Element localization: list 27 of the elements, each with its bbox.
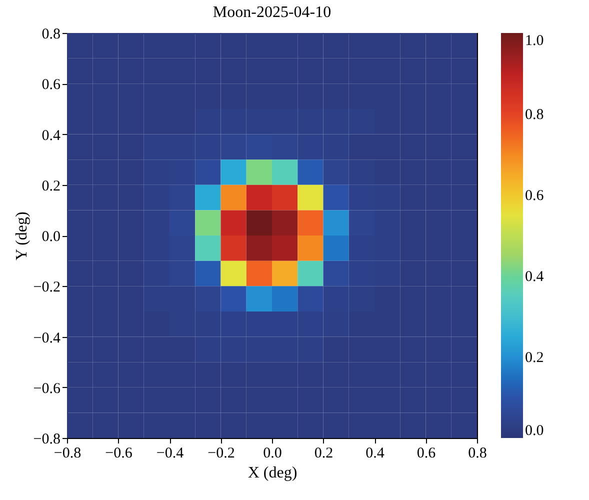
color-bar-label: 0.2 xyxy=(525,350,544,366)
chart-title: Moon-2025-04-10 xyxy=(212,4,332,21)
x-tick-label: 0.4 xyxy=(366,446,385,462)
x-tick-label: −0.4 xyxy=(156,446,184,462)
x-tick-label: 0.6 xyxy=(416,446,436,462)
y-tick-label: 0.8 xyxy=(42,26,60,42)
y-tick-label: 0.0 xyxy=(42,229,60,245)
y-tick-label: 0.6 xyxy=(42,77,61,94)
y-tick-label: −0.6 xyxy=(33,380,61,397)
y-tick-label: 0.4 xyxy=(42,128,61,144)
color-bar-label: 1.0 xyxy=(525,33,544,49)
color-bar-label: 0.0 xyxy=(525,423,544,439)
y-axis-title: Y (deg) xyxy=(13,212,30,260)
x-tick-label: −0.6 xyxy=(105,446,133,462)
y-tick-label: −0.4 xyxy=(33,330,61,346)
color-bar-label: 0.6 xyxy=(525,188,544,204)
y-tick-label: 0.2 xyxy=(42,178,60,194)
x-tick-label: 0.8 xyxy=(468,446,487,462)
x-tick-label: 0.2 xyxy=(314,446,334,462)
y-tick-label: −0.8 xyxy=(33,432,60,448)
color-bar-label: 0.8 xyxy=(525,107,544,123)
color-bar-label: 0.4 xyxy=(525,269,544,285)
x-tick-label: −0.2 xyxy=(208,446,235,462)
y-tick-label: −0.2 xyxy=(33,280,60,296)
x-axis-title: X (deg) xyxy=(248,464,298,482)
x-tick-label: −0.8 xyxy=(54,446,82,462)
x-tick-label: 0.0 xyxy=(263,446,282,462)
